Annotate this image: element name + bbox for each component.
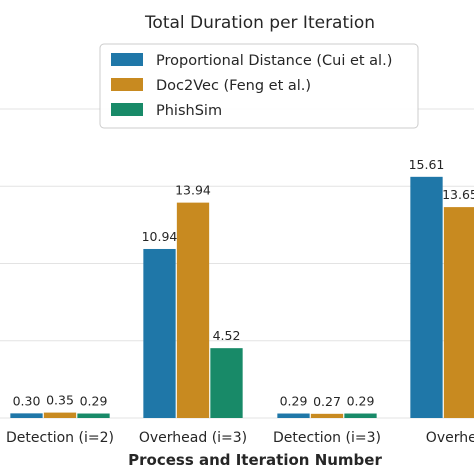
legend-swatch	[111, 53, 143, 66]
bar	[410, 176, 443, 418]
data-label: 0.27	[313, 394, 341, 409]
data-label: 0.29	[80, 394, 108, 409]
bars	[10, 176, 474, 418]
data-label: 4.52	[213, 328, 241, 343]
x-tick-label: Overhead (i=3)	[139, 430, 247, 446]
data-labels: 0.30 0.35 0.29 10.94 13.94 4.52 0.29 0.27 0.29 15…	[13, 157, 474, 409]
data-label: 0.30	[13, 393, 41, 408]
legend-box	[99, 43, 419, 129]
bar	[443, 207, 474, 418]
data-label: 15.61	[409, 157, 445, 172]
data-label: 0.29	[347, 394, 375, 409]
legend: Proportional Distance (Cui et al.) Doc2Ve…	[99, 43, 419, 129]
chart-title: Total Duration per Iteration	[144, 13, 375, 33]
bar	[210, 348, 243, 418]
x-axis-label: Process and Iteration Number	[128, 451, 382, 469]
legend-entry: Doc2Vec (Feng et al.)	[156, 78, 311, 94]
bar	[176, 202, 210, 418]
legend-swatch	[111, 103, 143, 116]
data-label: 13.94	[175, 183, 211, 198]
data-label: 13.65	[442, 187, 474, 202]
x-tick-label: Overhead	[426, 430, 474, 446]
data-label: 0.29	[280, 394, 308, 409]
bar	[77, 413, 110, 418]
bar	[310, 413, 344, 418]
bar	[143, 248, 176, 418]
legend-entry: PhishSim	[156, 103, 222, 119]
x-tick-label: Detection (i=3)	[273, 430, 381, 446]
bar	[10, 413, 43, 418]
data-label: 0.35	[46, 393, 74, 408]
data-label: 10.94	[142, 229, 178, 244]
bar	[344, 413, 377, 418]
legend-entry: Proportional Distance (Cui et al.)	[156, 53, 392, 69]
legend-swatch	[111, 78, 143, 91]
x-tick-label: Detection (i=2)	[6, 430, 114, 446]
x-tick-labels: Detection (i=2) Overhead (i=3) Detection (…	[6, 430, 474, 446]
bar	[277, 413, 310, 418]
bar	[43, 412, 77, 418]
